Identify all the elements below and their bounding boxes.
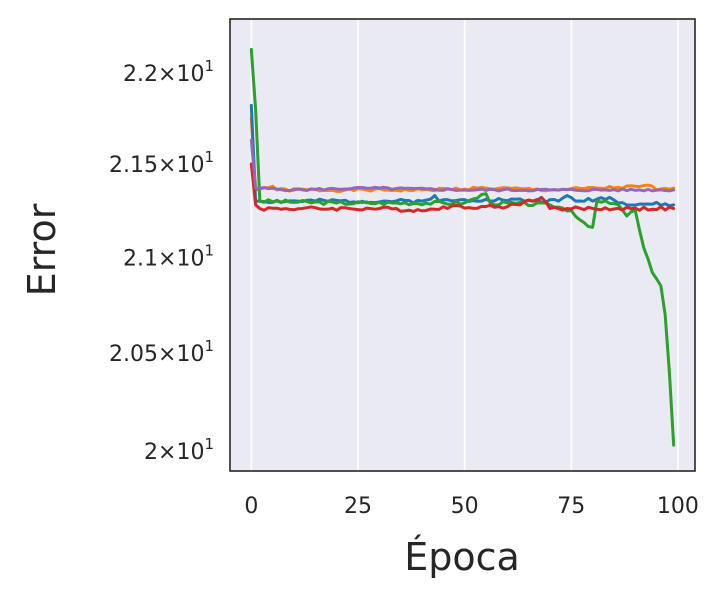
series-lines [249,47,676,447]
plot-frame [229,18,696,472]
gridlines [250,19,679,471]
y-tick-label: 2.15×101 [109,148,214,178]
x-tick-labels: 0 25 50 75 100 [244,494,699,519]
y-tick-mantissa: 2 [144,440,158,465]
y-tick-times-ten: ×10 [158,342,204,367]
y-tick-times-ten: ×10 [158,246,204,271]
y-tick-mantissa: 2.1 [123,246,158,271]
y-tick-label: 2×101 [144,435,214,465]
y-tick-exponent: 1 [204,337,214,355]
y-tick-times-ten: ×10 [158,440,204,465]
y-tick-exponent: 1 [204,57,214,75]
y-tick-times-ten: ×10 [158,153,204,178]
y-tick-exponent: 1 [204,241,214,259]
plot-area-background [230,19,695,471]
y-tick-exponent: 1 [204,148,214,166]
y-axis-label: Error [20,203,64,296]
series-line-5 [249,138,676,193]
x-tick-label: 50 [451,494,479,519]
y-tick-mantissa: 2.05 [109,342,158,367]
y-tick-mantissa: 2.15 [109,153,158,178]
x-tick-label: 0 [244,494,258,519]
y-tick-times-ten: ×10 [158,62,204,87]
y-tick-label: 2.05×101 [109,337,214,367]
x-tick-label: 75 [557,494,585,519]
y-tick-exponent: 1 [204,435,214,453]
series-line-4 [249,162,676,213]
y-tick-label: 2.2×101 [123,57,214,87]
series-line-3 [249,47,676,447]
y-tick-label: 2.1×101 [123,241,214,271]
y-tick-mantissa: 2.2 [123,62,158,87]
x-axis-label: Época [404,535,520,579]
x-tick-label: 100 [657,494,699,519]
series-line-2 [249,103,676,208]
x-tick-label: 25 [344,494,372,519]
